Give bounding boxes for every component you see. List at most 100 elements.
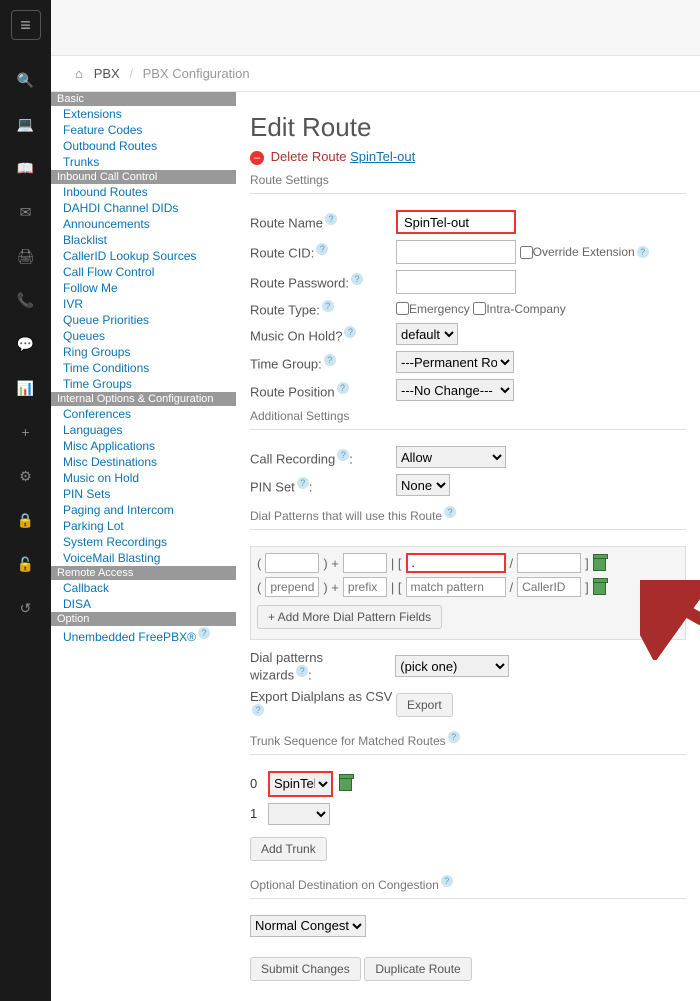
emergency-checkbox[interactable] (396, 302, 409, 315)
submit-button[interactable]: Submit Changes (250, 957, 361, 981)
menu-item[interactable]: Follow Me (51, 280, 236, 296)
menu-link[interactable]: Queues (63, 329, 105, 343)
callerid-input-0[interactable] (517, 553, 581, 573)
trash-icon[interactable] (339, 776, 352, 791)
menu-link[interactable]: IVR (63, 297, 83, 311)
menu-item[interactable]: Extensions (51, 106, 236, 122)
phone-icon[interactable]: 📞 (0, 286, 51, 314)
menu-item[interactable]: DISA (51, 596, 236, 612)
unlock-icon[interactable]: 🔓 (0, 550, 51, 578)
route-cid-input[interactable] (396, 240, 516, 264)
menu-item[interactable]: Conferences (51, 406, 236, 422)
duplicate-button[interactable]: Duplicate Route (364, 957, 471, 981)
callerid-input-1[interactable] (517, 577, 581, 597)
chart-icon[interactable]: 📊 (0, 374, 51, 402)
prefix-input-0[interactable] (343, 553, 387, 573)
match-input-0[interactable] (406, 553, 506, 573)
help-icon[interactable]: ? (316, 243, 328, 255)
menu-link[interactable]: Time Conditions (63, 361, 149, 375)
prepend-input-0[interactable] (265, 553, 319, 573)
menu-item[interactable]: CallerID Lookup Sources (51, 248, 236, 264)
menu-link[interactable]: Unembedded FreePBX® (63, 630, 196, 644)
help-icon[interactable]: ? (337, 382, 349, 394)
menu-item[interactable]: Misc Destinations (51, 454, 236, 470)
menu-item[interactable]: Outbound Routes (51, 138, 236, 154)
time-group-select[interactable]: ---Permanent Route--- (396, 351, 514, 373)
help-icon[interactable]: ? (325, 213, 337, 225)
menu-item[interactable]: Languages (51, 422, 236, 438)
pin-set-select[interactable]: None (396, 474, 450, 496)
menu-item[interactable]: Misc Applications (51, 438, 236, 454)
menu-item[interactable]: DAHDI Channel DIDs (51, 200, 236, 216)
menu-item[interactable]: Queues (51, 328, 236, 344)
menu-link[interactable]: Call Flow Control (63, 265, 154, 279)
route-position-select[interactable]: ---No Change--- (396, 379, 514, 401)
help-icon[interactable]: ? (448, 731, 460, 743)
menu-link[interactable]: Feature Codes (63, 123, 142, 137)
menu-item[interactable]: Announcements (51, 216, 236, 232)
override-ext-checkbox[interactable] (520, 246, 533, 259)
help-icon[interactable]: ? (637, 246, 649, 258)
menu-link[interactable]: Time Groups (63, 377, 132, 391)
menu-item[interactable]: Time Groups (51, 376, 236, 392)
menu-link[interactable]: Extensions (63, 107, 122, 121)
menu-link[interactable]: DAHDI Channel DIDs (63, 201, 178, 215)
trash-icon[interactable] (593, 580, 606, 595)
help-icon[interactable]: ? (198, 627, 210, 639)
menu-item[interactable]: System Recordings (51, 534, 236, 550)
book-icon[interactable]: 📖 (0, 154, 51, 182)
help-icon[interactable]: ? (322, 300, 334, 312)
menu-item[interactable]: Unembedded FreePBX®? (51, 626, 236, 645)
menu-link[interactable]: Languages (63, 423, 122, 437)
menu-item[interactable]: VoiceMail Blasting (51, 550, 236, 566)
laptop-icon[interactable]: 💻 (0, 110, 51, 138)
plus-icon[interactable]: + (0, 418, 51, 446)
menu-link[interactable]: Announcements (63, 217, 150, 231)
menu-link[interactable]: DISA (63, 597, 91, 611)
menu-item[interactable]: Callback (51, 580, 236, 596)
trunk-select-1[interactable] (268, 803, 330, 825)
add-dial-pattern-button[interactable]: + Add More Dial Pattern Fields (257, 605, 442, 629)
menu-item[interactable]: Ring Groups (51, 344, 236, 360)
help-icon[interactable]: ? (297, 477, 309, 489)
menu-item[interactable]: PIN Sets (51, 486, 236, 502)
menu-link[interactable]: Queue Priorities (63, 313, 149, 327)
help-icon[interactable]: ? (444, 506, 456, 518)
route-name-input[interactable] (396, 210, 516, 234)
print-icon[interactable]: 🖨 (0, 242, 51, 270)
menu-item[interactable]: IVR (51, 296, 236, 312)
export-button[interactable]: Export (396, 693, 453, 717)
menu-link[interactable]: Misc Applications (63, 439, 155, 453)
menu-item[interactable]: Parking Lot (51, 518, 236, 534)
help-icon[interactable]: ? (252, 704, 264, 716)
congestion-select[interactable]: Normal Congestion (250, 915, 366, 937)
menu-item[interactable]: Blacklist (51, 232, 236, 248)
undo-icon[interactable]: ↺ (0, 594, 51, 622)
help-icon[interactable]: ? (441, 875, 453, 887)
menu-link[interactable]: Music on Hold (63, 471, 139, 485)
chat-icon[interactable]: 💬 (0, 330, 51, 358)
menu-link[interactable]: Callback (63, 581, 109, 595)
breadcrumb-pbx[interactable]: PBX (94, 66, 120, 81)
search-icon[interactable]: 🔍 (0, 66, 51, 94)
dial-wizards-select[interactable]: (pick one) (395, 655, 509, 677)
gear-icon[interactable]: ⚙ (0, 462, 51, 490)
menu-item[interactable]: Feature Codes (51, 122, 236, 138)
match-input-1[interactable] (406, 577, 506, 597)
menu-link[interactable]: Trunks (63, 155, 99, 169)
delete-route-name[interactable]: SpinTel-out (350, 149, 415, 164)
menu-link[interactable]: Outbound Routes (63, 139, 157, 153)
menu-link[interactable]: Paging and Intercom (63, 503, 174, 517)
menu-link[interactable]: Inbound Routes (63, 185, 148, 199)
menu-item[interactable]: Trunks (51, 154, 236, 170)
menu-item[interactable]: Paging and Intercom (51, 502, 236, 518)
help-icon[interactable]: ? (351, 273, 363, 285)
menu-link[interactable]: Parking Lot (63, 519, 124, 533)
menu-link[interactable]: System Recordings (63, 535, 167, 549)
delete-route-link[interactable]: Delete Route (271, 149, 347, 164)
menu-link[interactable]: Misc Destinations (63, 455, 157, 469)
trash-icon[interactable] (593, 556, 606, 571)
trunk-select-0[interactable]: SpinTel (268, 771, 333, 797)
menu-item[interactable]: Queue Priorities (51, 312, 236, 328)
help-icon[interactable]: ? (296, 665, 308, 677)
